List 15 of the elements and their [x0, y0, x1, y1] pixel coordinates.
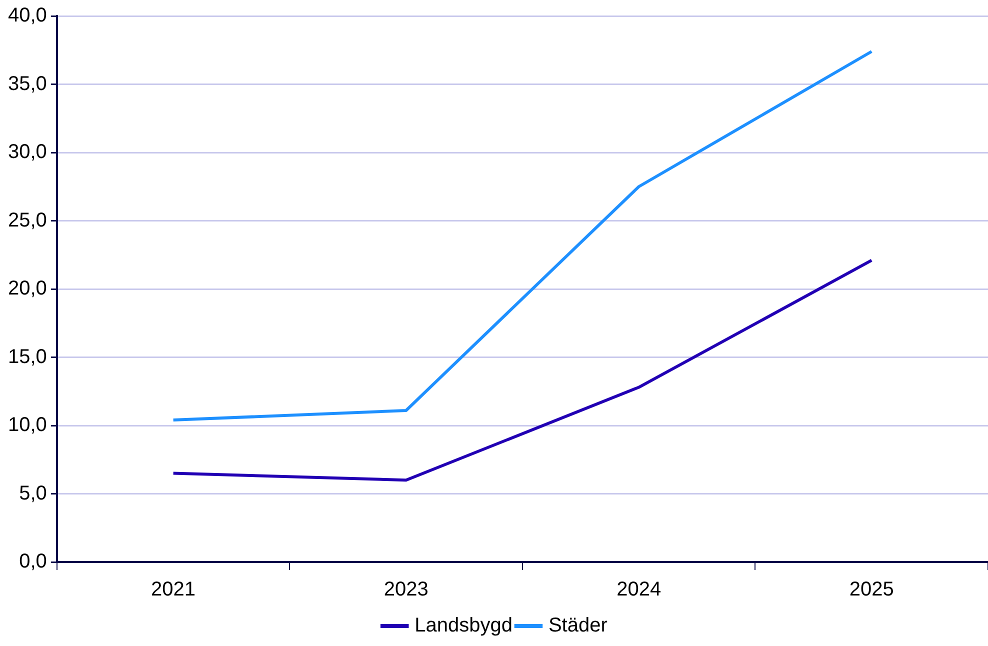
y-tick-label: 10,0 [8, 414, 47, 436]
x-tick-label: 2021 [151, 578, 196, 601]
y-tick-label: 25,0 [8, 209, 47, 232]
y-tick-label: 15,0 [8, 346, 47, 368]
y-tick-label: 30,0 [8, 141, 47, 164]
legend-label: Landsbygd [414, 614, 512, 637]
y-tick-label: 40,0 [8, 4, 47, 27]
x-tick-label: 2025 [849, 578, 894, 601]
x-tick-label: 2024 [616, 578, 662, 601]
y-tick-label: 5,0 [19, 482, 47, 504]
y-tick-label: 0,0 [19, 550, 47, 573]
y-tick-label: 35,0 [8, 72, 47, 95]
legend-label: Städer [548, 614, 608, 637]
x-tick-label: 2023 [384, 578, 428, 601]
y-tick-label: 20,0 [8, 278, 47, 300]
